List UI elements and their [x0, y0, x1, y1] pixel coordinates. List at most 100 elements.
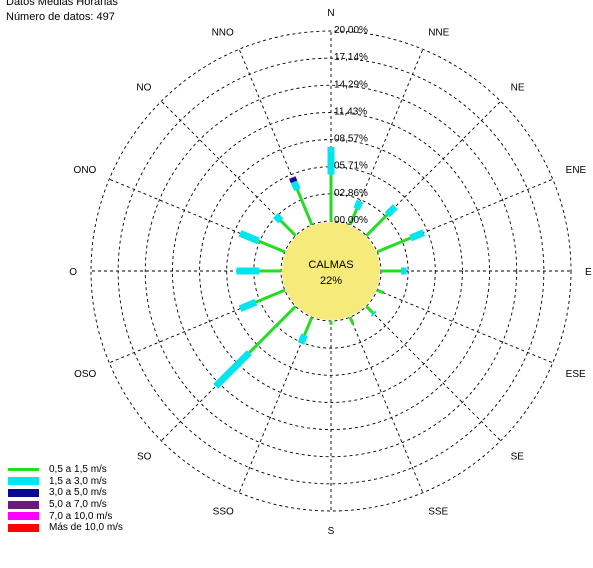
bar-oso-class-1	[255, 288, 286, 304]
direction-bars	[213, 146, 426, 389]
calm-label: CALMAS	[308, 259, 353, 271]
direction-label-o: O	[69, 267, 77, 278]
bar-nno-class-2	[290, 180, 301, 192]
calm-value: 22%	[320, 275, 342, 287]
bar-nne-class-2	[353, 199, 364, 211]
legend-swatch	[8, 523, 39, 532]
direction-label-bg	[72, 164, 98, 176]
bar-nne-class-1	[348, 208, 359, 226]
legend-label: Más de 10,0 m/s	[49, 522, 123, 534]
grid-spoke	[160, 100, 296, 236]
legend-item: Más de 10,0 m/s	[8, 522, 123, 534]
direction-label-bg	[427, 27, 451, 39]
grid-ring	[144, 84, 518, 458]
bar-ono-class-1	[257, 239, 286, 254]
bar-ne-class-1	[365, 213, 389, 237]
direction-label-no: NO	[136, 82, 151, 93]
direction-label-nne: NNE	[428, 27, 449, 38]
direction-label-s: S	[328, 526, 335, 537]
direction-label-ese: ESE	[566, 369, 586, 380]
ring-label: 20,00%	[334, 25, 368, 36]
direction-label-bg	[509, 451, 526, 463]
legend-swatch	[8, 512, 39, 521]
ring-label: 17,14%	[334, 52, 368, 63]
grid-ring	[199, 139, 463, 403]
legend-swatch	[8, 500, 39, 509]
direction-label-nno: NNO	[212, 27, 234, 38]
legend-swatch	[8, 477, 39, 486]
ring-label: 11,43%	[334, 106, 367, 117]
ring-label: 00,00%	[334, 215, 368, 226]
ring-label: 02,86%	[334, 188, 368, 199]
ring-label: 05,71%	[334, 161, 368, 172]
direction-label-n: N	[327, 8, 334, 19]
bar-sse-class-1	[348, 316, 355, 325]
bar-ese-class-1	[376, 288, 384, 295]
legend-swatch	[8, 468, 39, 472]
direction-label-ono: ONO	[74, 165, 97, 176]
bar-ene-class-2	[409, 229, 426, 242]
legend-item: 7,0 a 10,0 m/s	[8, 510, 123, 522]
calm-circle-group: CALMAS 22%	[282, 222, 380, 320]
direction-label-se: SE	[511, 452, 525, 463]
calm-circle	[282, 222, 380, 320]
bar-sso-class-2	[297, 333, 308, 345]
direction-label-bg	[135, 82, 153, 94]
ring-label: 08,57%	[334, 134, 368, 145]
grid-spoke	[238, 317, 313, 493]
direction-label-bg	[135, 451, 153, 463]
legend-label: 0,5 a 1,5 m/s	[49, 464, 107, 476]
direction-label-sso: SSO	[213, 507, 234, 518]
bar-se-class-2	[370, 310, 377, 317]
bar-ne-class-2	[384, 204, 398, 218]
legend-item: 1,5 a 3,0 m/s	[8, 476, 123, 488]
speed-legend: 0,5 a 1,5 m/s 1,5 a 3,0 m/s 3,0 a 5,0 m/s 5…	[8, 464, 123, 534]
chart-header: Datos Medias Horarias Número de datos: 4…	[6, 0, 118, 25]
bar-nno-class-3	[289, 176, 298, 184]
bar-sso-class-1	[303, 316, 314, 336]
legend-item: 3,0 a 5,0 m/s	[8, 487, 123, 499]
direction-label-bg	[564, 369, 588, 381]
grid-ring	[90, 30, 572, 512]
direction-label-bg	[584, 267, 593, 278]
bar-nno-class-1	[295, 189, 314, 226]
bar-oso-class-2	[238, 298, 258, 312]
bar-no-class-2	[273, 213, 284, 224]
legend-swatch	[8, 488, 39, 497]
direction-label-bg	[509, 82, 526, 94]
direction-label-so: SO	[137, 452, 152, 463]
legend-item: 0,5 a 1,5 m/s	[8, 464, 123, 476]
direction-label-bg	[210, 27, 236, 39]
grid-spoke	[377, 289, 553, 364]
direction-label-ne: NE	[511, 82, 525, 93]
legend-label: 7,0 a 10,0 m/s	[49, 510, 113, 522]
direction-labels: N NNE NE ENE E ESE SE SSE S SSO SO OSO O ONO NO NNO	[68, 8, 593, 537]
direction-label-e: E	[585, 267, 592, 278]
direction-label-bg	[427, 506, 450, 518]
grid-spoke	[366, 306, 502, 442]
bar-ono-class-2	[238, 230, 260, 245]
legend-item: 5,0 a 7,0 m/s	[8, 499, 123, 511]
bar-ene-class-1	[376, 236, 412, 254]
legend-label: 5,0 a 7,0 m/s	[49, 499, 107, 511]
direction-label-sse: SSE	[428, 507, 448, 518]
legend-label: 3,0 a 5,0 m/s	[49, 487, 107, 499]
direction-label-bg	[326, 8, 336, 19]
direction-label-bg	[73, 369, 98, 381]
legend-label: 1,5 a 3,0 m/s	[49, 475, 107, 487]
direction-label-bg	[326, 526, 336, 537]
ring-label: 14,29%	[334, 79, 368, 90]
direction-label-oso: OSO	[74, 369, 96, 380]
ring-labels: 00,00% 02,86% 05,71% 08,57% 11,43% 14,29% 17,1…	[334, 25, 368, 226]
direction-label-ene: ENE	[566, 165, 587, 176]
direction-label-bg	[564, 164, 588, 176]
data-source-label: Datos Medias Horarias	[6, 0, 118, 8]
data-count-label: Número de datos: 497	[6, 11, 115, 23]
bar-se-class-1	[365, 305, 375, 315]
grid-spoke	[349, 317, 424, 493]
grid-spoke	[349, 49, 424, 225]
direction-label-bg	[211, 506, 236, 518]
bar-no-class-1	[279, 219, 297, 237]
direction-label-bg	[68, 267, 79, 278]
